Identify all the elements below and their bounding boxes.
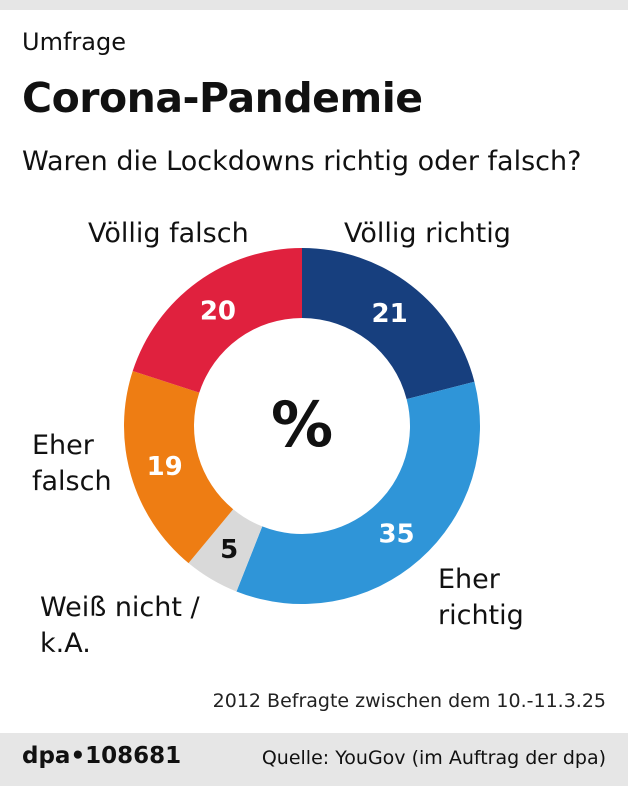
chart-title: Corona-Pandemie <box>22 74 423 122</box>
donut-value-label-0: 21 <box>372 299 408 329</box>
label-voellig-richtig: Völlig richtig <box>344 216 511 252</box>
footer-bar: dpa•108681 Quelle: YouGov (im Auftrag de… <box>0 733 628 786</box>
sample-note: 2012 Befragte zwischen dem 10.-11.3.25 <box>212 690 606 712</box>
source-note: Quelle: YouGov (im Auftrag der dpa) <box>261 747 606 769</box>
label-voellig-falsch: Völlig falsch <box>88 216 249 252</box>
label-eher-richtig: Eher richtig <box>438 562 524 634</box>
label-voellig-richtig-text: Völlig richtig <box>344 218 511 249</box>
donut-value-label-3: 19 <box>147 452 183 482</box>
label-weiss-nicht-line2: k.A. <box>40 628 91 659</box>
label-eher-richtig-line2: richtig <box>438 600 524 631</box>
label-eher-falsch: Eher falsch <box>32 428 112 500</box>
donut-value-label-1: 35 <box>378 519 414 549</box>
label-weiss-nicht: Weiß nicht / k.A. <box>40 590 200 662</box>
label-eher-falsch-line2: falsch <box>32 466 112 497</box>
donut-slice-4 <box>132 248 302 393</box>
donut-slice-3 <box>123 370 234 564</box>
label-eher-falsch-line1: Eher <box>32 430 94 461</box>
label-weiss-nicht-line1: Weiß nicht / <box>40 592 200 623</box>
label-voellig-falsch-text: Völlig falsch <box>88 218 249 249</box>
donut-value-label-2: 5 <box>220 535 238 565</box>
center-percent-label: % <box>271 388 333 461</box>
donut-slice-0 <box>302 248 475 400</box>
label-eher-richtig-line1: Eher <box>438 564 500 595</box>
donut-slice-2 <box>188 509 263 592</box>
top-bar <box>0 0 628 10</box>
donut-value-labels: 21 35 5 19 20 <box>147 296 415 565</box>
chart-question: Waren die Lockdowns richtig oder falsch? <box>22 146 582 177</box>
kicker: Umfrage <box>22 28 126 56</box>
donut-slice-1 <box>236 381 481 604</box>
graphic-id: dpa•108681 <box>22 743 182 769</box>
donut-value-label-4: 20 <box>200 296 236 326</box>
donut-slices <box>123 248 481 604</box>
